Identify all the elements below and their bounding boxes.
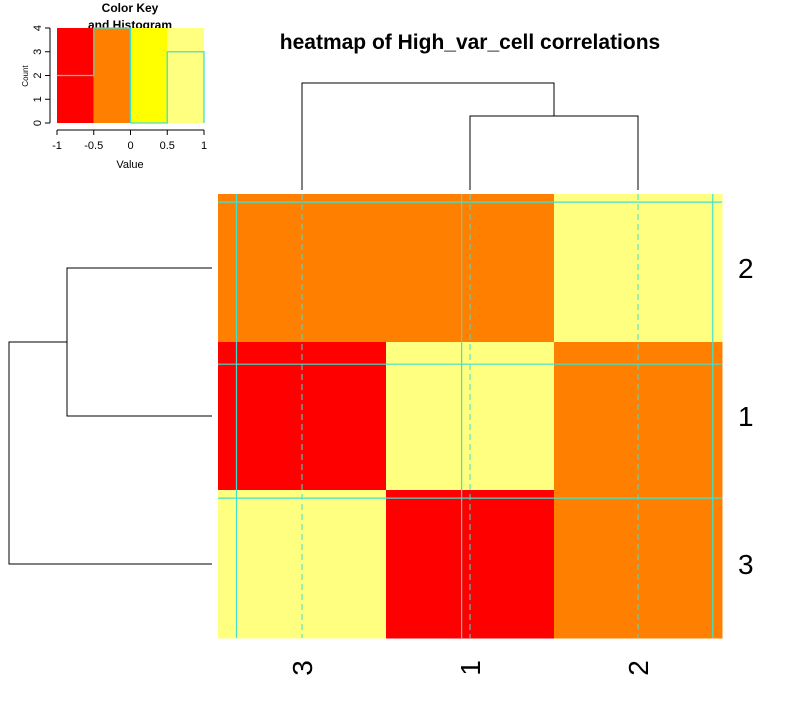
color-key-band	[167, 28, 204, 123]
y-tick-label: 2	[32, 72, 44, 78]
column-dendrogram-branch	[469, 115, 639, 190]
x-tick-label: -1	[52, 140, 62, 152]
row-label: 2	[738, 253, 754, 284]
row-label: 1	[738, 401, 754, 432]
y-tick-label: 4	[32, 25, 44, 31]
chart-title: heatmap of High_var_cell correlations	[280, 31, 660, 54]
row-label: 3	[738, 549, 754, 580]
row-dendrogram	[8, 267, 212, 565]
y-tick-label: 1	[32, 96, 44, 102]
column-dendrogram-branch	[301, 82, 555, 190]
x-tick-label: 1	[201, 140, 207, 152]
row-dendrogram-branch	[8, 341, 212, 565]
y-axis-label: Count	[21, 65, 30, 87]
histogram-line	[57, 27, 205, 124]
x-tick-label: 0.5	[160, 140, 175, 152]
column-label: 2	[623, 660, 654, 676]
color-key-axes	[45, 27, 205, 135]
x-tick-label: -0.5	[84, 140, 103, 152]
color-key-title: Color Key	[102, 1, 159, 15]
color-key-band	[130, 28, 168, 123]
x-axis-label: Value	[116, 159, 143, 171]
row-dendrogram-branch	[66, 267, 212, 417]
y-tick-label: 3	[32, 49, 44, 55]
column-label: 3	[287, 660, 318, 676]
x-tick-label: 0	[127, 140, 133, 152]
color-key-band	[93, 28, 131, 123]
y-tick-label: 0	[32, 120, 44, 126]
column-dendrogram	[301, 82, 639, 190]
column-label: 1	[455, 660, 486, 676]
